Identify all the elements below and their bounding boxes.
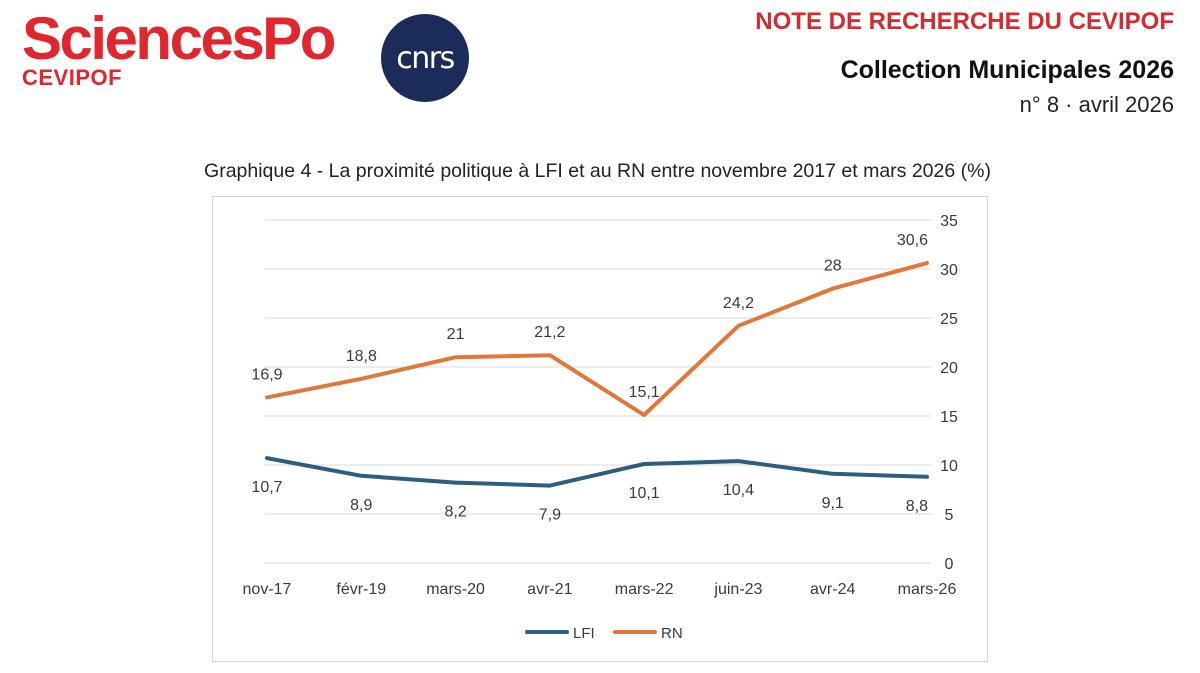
note-kicker: NOTE DE RECHERCHE DU CEVIPOF	[755, 8, 1174, 35]
cnrs-logo-text: cnrs	[396, 40, 455, 76]
data-label: 28	[824, 258, 842, 275]
y-tick-label: 35	[940, 213, 958, 230]
x-tick-label: mars-26	[898, 581, 957, 598]
x-tick-label: nov-17	[243, 581, 292, 598]
data-labels-rn: 16,9 18,8 21 21,2 15,1 24,2 28 30,6	[251, 232, 928, 401]
line-chart: 0 5 10 15 20 25 30 35 nov-17 févr-19 mars-20 avr-21…	[243, 213, 958, 642]
data-label: 7,9	[539, 507, 561, 524]
chart-title: Graphique 4 - La proximité politique à L…	[204, 160, 991, 182]
x-axis: nov-17 févr-19 mars-20 avr-21 mars-22 juin-23…	[243, 581, 957, 598]
data-label: 21,2	[534, 324, 565, 341]
x-tick-label: juin-23	[713, 581, 762, 598]
y-tick-label: 15	[940, 409, 958, 426]
y-axis: 0 5 10 15 20 25 30 35	[940, 213, 958, 573]
data-label: 8,9	[350, 497, 372, 514]
cevipof-logo-text: CEVIPOF	[22, 65, 123, 90]
issue-number: n° 8 · avril 2026	[1019, 92, 1174, 117]
x-tick-label: avr-24	[810, 581, 855, 598]
y-tick-label: 10	[940, 458, 958, 475]
data-label: 8,2	[444, 504, 466, 521]
data-label: 30,6	[897, 232, 928, 249]
data-labels-lfi: 10,7 8,9 8,2 7,9 10,1 10,4 9,1 8,8	[251, 479, 928, 523]
data-label: 18,8	[346, 348, 377, 365]
data-label: 8,8	[906, 498, 928, 515]
cnrs-logo: cnrs	[381, 14, 469, 102]
data-label: 15,1	[629, 384, 660, 401]
data-label: 16,9	[251, 366, 282, 383]
x-tick-label: mars-20	[426, 581, 485, 598]
series-line-lfi	[265, 456, 929, 488]
series-line-rn	[265, 261, 929, 417]
y-tick-label: 0	[945, 556, 954, 573]
collection-title: Collection Municipales 2026	[840, 56, 1174, 84]
y-tick-label: 5	[945, 507, 954, 524]
y-tick-label: 25	[940, 311, 958, 328]
data-label: 24,2	[723, 295, 754, 312]
legend: LFI RN	[525, 625, 683, 642]
sciencespo-logo-text: SciencesPo	[22, 5, 336, 72]
x-tick-label: févr-19	[336, 581, 386, 598]
y-tick-label: 20	[940, 360, 958, 377]
data-label: 21	[447, 326, 465, 343]
gridlines	[265, 219, 931, 564]
data-label: 10,7	[251, 479, 282, 496]
data-label: 9,1	[822, 495, 844, 512]
y-tick-label: 30	[940, 262, 958, 279]
legend-label-lfi: LFI	[573, 625, 595, 642]
sciencespo-logo: SciencesPo CEVIPOF	[22, 5, 336, 90]
x-tick-label: avr-21	[527, 581, 572, 598]
legend-label-rn: RN	[661, 625, 683, 642]
data-label: 10,1	[629, 485, 660, 502]
data-label: 10,4	[723, 482, 754, 499]
chart-frame: 0 5 10 15 20 25 30 35 nov-17 févr-19 mars-20 avr-21…	[212, 196, 988, 662]
x-tick-label: mars-22	[615, 581, 674, 598]
